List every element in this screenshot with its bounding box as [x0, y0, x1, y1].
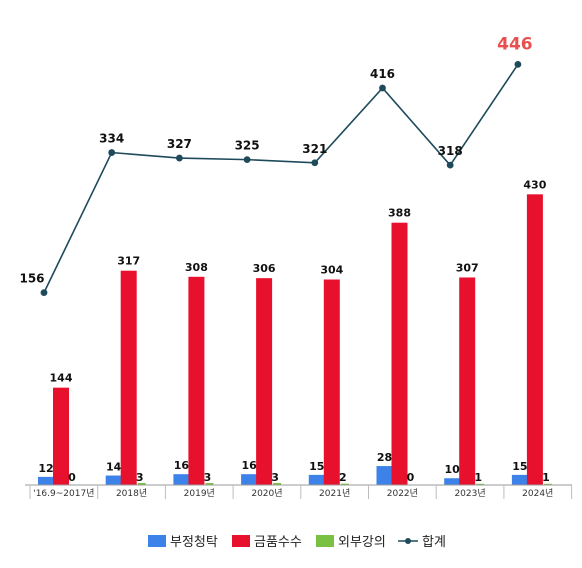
x-tick-label: 2024년	[522, 488, 553, 499]
x-tick-label: 2023년	[454, 488, 485, 499]
bar-value-label: 317	[117, 255, 140, 268]
total-point	[243, 156, 251, 164]
total-point	[446, 161, 454, 169]
legend-label: 합계	[422, 535, 446, 550]
total-point	[40, 289, 48, 297]
bar-value-label: 2	[339, 471, 347, 484]
bar-series-0	[376, 466, 393, 485]
legend-label: 외부강의	[338, 535, 386, 550]
legend-swatch	[232, 535, 250, 547]
total-point	[108, 149, 116, 156]
bar-series-2	[543, 483, 552, 485]
bar-value-label: 1	[542, 471, 550, 484]
total-value-label: 156	[19, 272, 44, 286]
x-tick-label: 2022년	[387, 488, 418, 499]
bar-value-label: 307	[456, 261, 479, 274]
bar-series-0	[308, 474, 325, 485]
bar-value-label: 15	[512, 460, 527, 473]
x-tick-label: 2019년	[184, 488, 215, 499]
bar-value-label: 306	[253, 262, 276, 275]
bar-value-label: 10	[445, 463, 461, 476]
bar-series-1	[526, 194, 543, 485]
total-value-label: 334	[99, 132, 124, 146]
bar-series-0	[173, 474, 190, 485]
bar-value-label: 308	[185, 261, 208, 274]
total-value-label-highlight: 446	[497, 34, 533, 54]
total-point	[379, 84, 386, 92]
bar-series-1	[459, 277, 476, 485]
x-tick-label: '16.9~2017년	[33, 488, 94, 499]
bar-value-label: 0	[407, 471, 415, 484]
bar-value-label: 304	[320, 263, 343, 276]
bar-series-2	[137, 482, 146, 485]
bar-series-0	[105, 475, 122, 485]
bar-value-label: 3	[204, 471, 212, 484]
total-line	[43, 63, 519, 293]
data-labels-layer: 12 144 0 14 317 3 16 308 3 16 306 3 15 304 2 28 388 0 10 30…	[19, 34, 549, 484]
bar-series-1	[323, 279, 340, 485]
bar-value-label: 15	[309, 460, 324, 473]
legend-label: 금품수수	[254, 535, 302, 550]
bar-series-2	[273, 482, 282, 485]
bar-series-2	[476, 483, 485, 485]
bar-series-2	[205, 482, 214, 485]
bar-series-0	[241, 474, 258, 485]
total-value-label: 318	[438, 144, 463, 158]
bar-series-1	[391, 222, 408, 485]
bar-value-label: 16	[241, 459, 257, 472]
bar-value-label: 1	[474, 471, 482, 484]
bar-value-label: 3	[271, 471, 279, 484]
x-axis: '16.9~2017년 2018년 2019년 2020년 2021년 2022년 2023…	[25, 484, 573, 499]
x-tick-label: 2018년	[116, 488, 147, 499]
total-line-layer	[40, 60, 522, 297]
bar-value-label: 28	[377, 451, 392, 464]
bar-value-label: 430	[523, 178, 546, 191]
total-value-label: 325	[235, 139, 260, 153]
bar-series-1	[120, 270, 137, 485]
x-tick-label: 2021년	[319, 488, 350, 499]
total-point	[514, 60, 522, 68]
legend-swatch	[316, 535, 334, 547]
bar-series-0	[38, 476, 54, 485]
legend-label: 부정청탁	[170, 535, 218, 550]
bar-series-2	[340, 483, 349, 485]
bar-series-0	[444, 478, 461, 485]
legend: 부정청탁 금품수수 외부강의 합계	[148, 535, 446, 550]
total-value-label: 416	[370, 67, 395, 81]
total-point	[311, 159, 319, 167]
bar-value-label: 14	[106, 461, 122, 474]
total-value-label: 321	[302, 142, 327, 156]
legend-point-marker	[405, 538, 411, 544]
bar-series-1	[188, 276, 205, 485]
bar-value-label: 388	[388, 207, 411, 220]
bar-value-label: 144	[50, 372, 73, 385]
bar-value-label: 12	[38, 462, 53, 475]
total-value-label: 327	[167, 137, 192, 151]
x-tick-label: 2020년	[251, 488, 282, 499]
legend-swatch	[148, 535, 166, 547]
bar-value-label: 16	[174, 459, 190, 472]
bar-series-0	[511, 474, 528, 485]
total-point	[176, 154, 183, 162]
bar-value-label: 3	[136, 471, 144, 484]
bar-series-1	[53, 387, 69, 485]
bar-series-1	[256, 278, 273, 485]
bars-layer	[38, 194, 552, 485]
bar-value-label: 0	[68, 471, 76, 484]
